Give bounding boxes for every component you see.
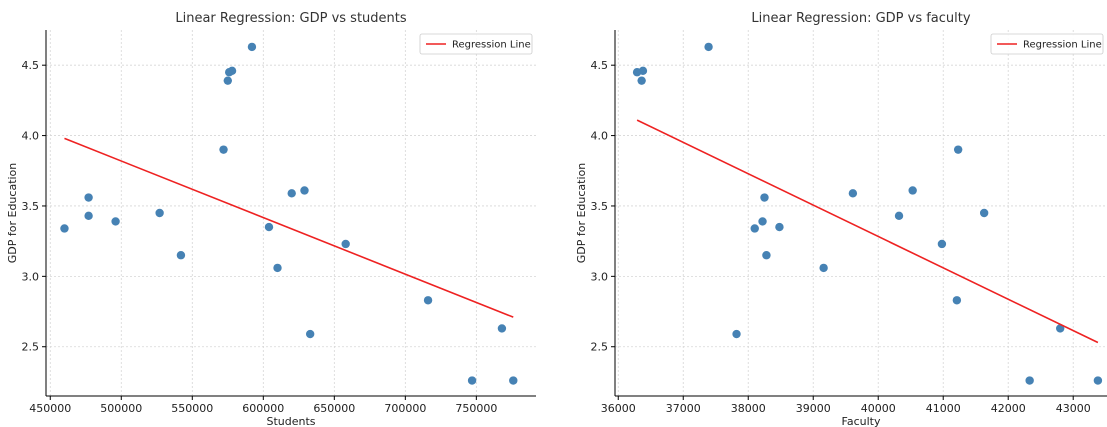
data-point xyxy=(1093,376,1103,385)
data-point xyxy=(341,239,350,249)
data-point xyxy=(750,224,759,233)
data-point xyxy=(223,76,232,85)
data-point xyxy=(60,224,69,233)
x-tick-label: 450000 xyxy=(29,402,71,415)
data-point xyxy=(176,251,186,260)
data-point xyxy=(273,263,282,273)
data-point xyxy=(84,193,93,202)
data-points xyxy=(60,42,518,385)
legend-label: Regression Line xyxy=(452,40,531,51)
y-axis-label: GDP for Education xyxy=(6,163,19,264)
y-tick-label: 3.5 xyxy=(591,200,609,213)
regression-line xyxy=(64,137,514,318)
x-tick-label: 600000 xyxy=(242,402,284,415)
legend-label: Regression Line xyxy=(1023,40,1102,51)
data-point xyxy=(937,239,947,249)
data-point xyxy=(423,296,433,305)
data-point xyxy=(704,42,713,52)
y-tick-label: 2.5 xyxy=(591,341,609,354)
data-point xyxy=(775,222,784,232)
legend-box xyxy=(419,33,533,55)
data-points xyxy=(632,42,1103,385)
data-point xyxy=(908,186,917,195)
legend-box xyxy=(990,33,1104,55)
data-point xyxy=(84,211,93,221)
y-tick-label: 4.0 xyxy=(22,130,40,143)
regression-line xyxy=(636,119,1099,344)
y-tick-label: 4.5 xyxy=(22,59,40,72)
x-axis-label: Faculty xyxy=(842,415,881,427)
data-point xyxy=(219,145,228,154)
data-point xyxy=(225,68,234,77)
data-point xyxy=(979,208,989,218)
data-point xyxy=(497,324,507,333)
y-axis-label: GDP for Education xyxy=(575,163,588,264)
data-point xyxy=(952,296,962,305)
data-point xyxy=(637,76,646,85)
data-point xyxy=(300,186,309,195)
y-tick-label: 4.5 xyxy=(591,59,609,72)
data-point xyxy=(247,42,257,52)
x-tick-label: 36000 xyxy=(601,402,636,415)
x-tick-label: 41000 xyxy=(926,402,961,415)
data-point xyxy=(848,189,858,198)
x-tick-label: 750000 xyxy=(455,402,497,415)
x-tick-label: 38000 xyxy=(731,402,766,415)
y-tick-label: 3.0 xyxy=(591,270,609,283)
y-tick-label: 4.0 xyxy=(591,130,609,143)
y-tick-label: 2.5 xyxy=(22,341,40,354)
x-tick-label: 42000 xyxy=(991,402,1026,415)
x-tick-label: 37000 xyxy=(666,402,701,415)
x-tick-label: 40000 xyxy=(861,402,896,415)
data-point xyxy=(305,329,315,339)
data-point xyxy=(760,193,769,202)
data-point xyxy=(762,251,771,260)
data-point xyxy=(509,376,518,385)
data-point xyxy=(758,217,767,226)
data-point xyxy=(264,222,274,232)
data-point xyxy=(894,211,904,221)
x-tick-label: 500000 xyxy=(100,402,142,415)
chart-title: Linear Regression: GDP vs faculty xyxy=(751,11,970,26)
x-tick-label: 43000 xyxy=(1056,402,1091,415)
data-point xyxy=(155,208,164,218)
x-axis-label: Students xyxy=(266,415,315,427)
chart-2: 36000 37000 38000 39000 40000 41000 42000 43000… xyxy=(575,11,1107,427)
x-tick-label: 700000 xyxy=(384,402,426,415)
y-tick-label: 3.5 xyxy=(22,200,40,213)
data-point xyxy=(1025,376,1034,385)
data-point xyxy=(1056,324,1065,333)
data-point xyxy=(287,189,296,198)
y-tick-label: 3.0 xyxy=(22,270,40,283)
data-point xyxy=(953,145,963,154)
x-tick-label: 39000 xyxy=(796,402,831,415)
data-point xyxy=(732,329,741,339)
data-point xyxy=(819,263,828,273)
data-point xyxy=(632,68,642,77)
data-point xyxy=(111,217,120,226)
data-point xyxy=(467,376,477,385)
x-tick-label: 650000 xyxy=(313,402,355,415)
chart-1: 450000 500000 550000 600000 650000 700000 7500… xyxy=(6,11,536,427)
x-tick-label: 550000 xyxy=(171,402,213,415)
chart-title: Linear Regression: GDP vs students xyxy=(175,11,407,26)
